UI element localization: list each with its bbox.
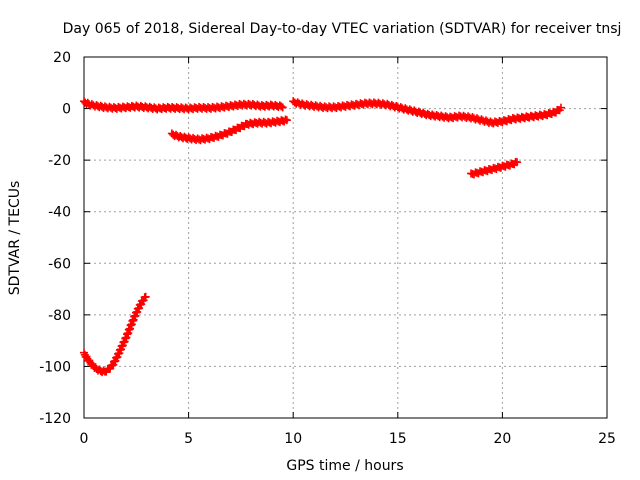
y-tick-label: -20: [48, 153, 71, 169]
data-point: [282, 116, 291, 125]
data-points: [80, 97, 565, 377]
data-point: [513, 158, 522, 167]
data-point: [278, 103, 287, 112]
y-tick-label: -40: [48, 205, 71, 221]
tick-labels: 0 5 10 15 20 25 -120 -100 -80 -60 -40 -20 0 20: [39, 50, 616, 447]
y-tick-label: -100: [39, 359, 71, 375]
y-axis-label: SDTVAR / TECUs: [7, 181, 23, 296]
chart-title: Day 065 of 2018, Sidereal Day-to-day VTE…: [63, 21, 622, 37]
y-tick-label: 20: [53, 50, 71, 66]
x-tick-label: 25: [598, 431, 616, 447]
x-tick-label: 0: [80, 431, 89, 447]
data-point: [277, 102, 286, 111]
x-tick-label: 10: [284, 431, 302, 447]
x-axis-label: GPS time / hours: [286, 458, 403, 474]
grid-lines: [84, 57, 607, 418]
x-tick-label: 20: [493, 431, 511, 447]
y-tick-label: -120: [39, 411, 71, 427]
data-point: [556, 103, 565, 112]
x-tick-label: 15: [389, 431, 407, 447]
y-tick-label: -80: [48, 308, 71, 324]
x-tick-label: 5: [184, 431, 193, 447]
plot-frame: [83, 56, 608, 419]
y-tick-label: 0: [62, 102, 71, 118]
axis-ticks: [83, 56, 608, 419]
data-point: [141, 292, 150, 301]
y-tick-label: -60: [48, 256, 71, 272]
